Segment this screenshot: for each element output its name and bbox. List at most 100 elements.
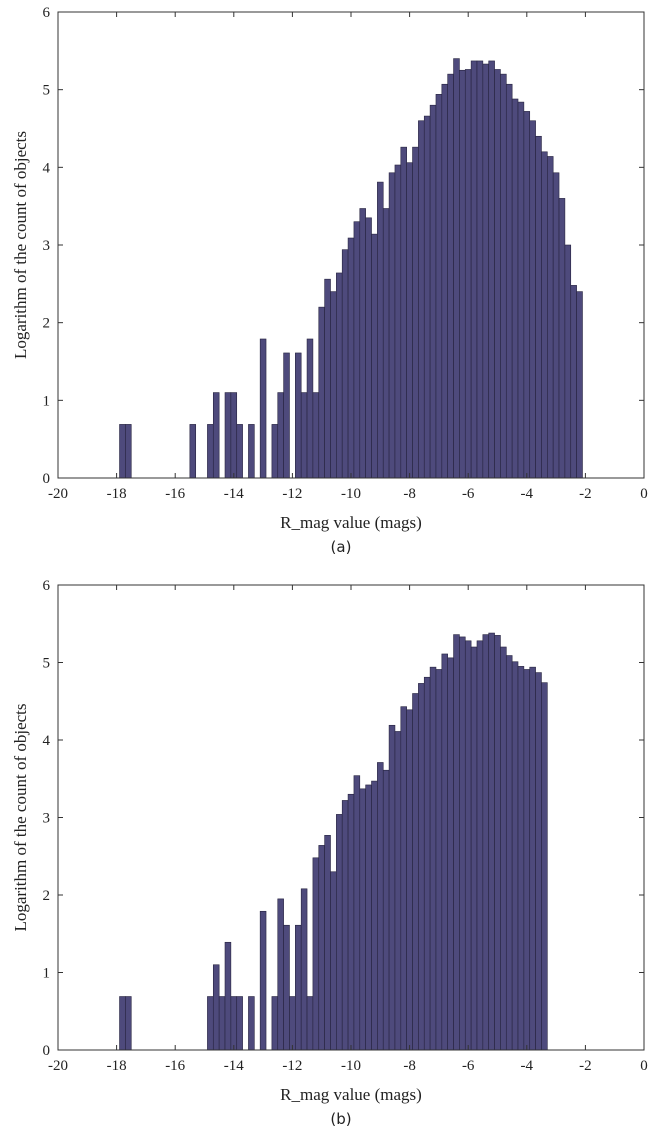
y-tick-label: 0 — [43, 471, 51, 487]
histogram-bar — [359, 788, 366, 1051]
y-tick-label: 2 — [43, 888, 51, 904]
histogram-bar — [283, 924, 290, 1051]
histogram-bar — [300, 888, 308, 1051]
histogram-bar — [429, 104, 437, 479]
histogram-bar — [464, 640, 472, 1051]
histogram-bar — [218, 996, 226, 1051]
x-tick-label: -2 — [579, 1058, 592, 1074]
x-tick-label: -12 — [282, 1058, 302, 1074]
histogram-bar — [189, 424, 197, 479]
histogram-bar — [289, 996, 296, 1051]
x-axis-label: R_mag value (mags) — [280, 513, 422, 532]
histogram-bar — [312, 392, 320, 479]
histogram-bar — [500, 73, 507, 479]
histogram-bar — [564, 244, 572, 479]
histogram-bar — [523, 669, 531, 1051]
histogram-bar — [306, 996, 314, 1051]
histogram-bar — [300, 392, 308, 479]
y-tick-label: 4 — [43, 160, 51, 176]
histogram-bar — [377, 181, 384, 479]
histogram-bar — [406, 162, 413, 479]
histogram-bar — [341, 249, 349, 479]
histogram-bar — [476, 60, 484, 479]
histogram-bar — [476, 640, 484, 1051]
x-tick-label: -20 — [48, 486, 68, 502]
histogram-bar — [365, 217, 372, 479]
x-tick-label: -6 — [462, 1058, 475, 1074]
histogram-bar — [529, 666, 536, 1051]
histogram-panel-b: -20 -18 -16 -14 -12 -10 -8 -6 -4 -2 00123456R_mag … — [11, 578, 648, 1128]
histogram-bar — [377, 762, 384, 1051]
y-tick-label: 5 — [43, 83, 51, 99]
histogram-bar — [529, 120, 536, 479]
x-tick-label: -14 — [224, 1058, 244, 1074]
panel-caption: (a) — [331, 538, 352, 556]
histogram-bar — [224, 941, 232, 1051]
histogram-bar — [541, 682, 548, 1051]
histogram-bar — [435, 94, 443, 479]
histogram-bar — [418, 120, 425, 479]
x-tick-label: -16 — [165, 1058, 185, 1074]
y-tick-label: 3 — [43, 238, 51, 254]
histogram-bar — [295, 924, 302, 1051]
histogram-bar — [400, 146, 407, 479]
histogram-bar — [535, 135, 542, 479]
x-tick-label: -20 — [48, 1058, 68, 1074]
x-tick-label: -12 — [282, 486, 302, 502]
histogram-bar — [447, 73, 454, 479]
histogram-bar — [248, 996, 255, 1051]
histogram-bar — [570, 285, 577, 479]
histogram-bar — [441, 653, 448, 1051]
x-tick-label: -18 — [107, 1058, 127, 1074]
x-tick-label: -10 — [341, 486, 361, 502]
histogram-bar — [423, 676, 431, 1051]
histogram-bar — [318, 306, 325, 479]
histogram-bar — [236, 996, 243, 1051]
histogram-bar — [306, 338, 314, 479]
y-tick-label: 6 — [43, 578, 51, 594]
y-axis-label: Logarithm of the count of objects — [11, 131, 30, 359]
histogram-bar — [271, 424, 279, 479]
histogram-bar — [423, 115, 431, 479]
histogram-bar — [324, 278, 331, 479]
y-axis-label: Logarithm of the count of objects — [11, 703, 30, 931]
histogram-bar — [336, 272, 343, 479]
histogram-bar — [511, 98, 519, 479]
histogram-bar — [394, 731, 402, 1051]
histogram-bar — [382, 769, 390, 1051]
histogram-bar — [552, 172, 560, 479]
histogram-bar — [482, 63, 490, 479]
histogram-bar — [470, 646, 478, 1051]
x-axis-label: R_mag value (mags) — [280, 1085, 422, 1104]
y-tick-label: 6 — [43, 5, 51, 21]
histogram-bar — [125, 424, 132, 479]
histogram-bar — [511, 661, 519, 1051]
x-tick-label: -14 — [224, 486, 244, 502]
histogram-bar — [353, 775, 361, 1051]
histogram-bar — [547, 156, 554, 479]
histogram-bar — [470, 60, 478, 479]
x-tick-label: -8 — [403, 486, 416, 502]
y-tick-label: 3 — [43, 811, 51, 827]
histogram-bar — [558, 198, 566, 479]
histogram-bar — [464, 69, 472, 479]
x-tick-label: 0 — [640, 486, 648, 502]
x-tick-label: -4 — [521, 1058, 534, 1074]
histogram-bar — [119, 996, 126, 1051]
histogram-bar — [371, 233, 378, 479]
histogram-bar — [277, 898, 284, 1051]
histogram-bar — [259, 338, 267, 479]
histogram-bar — [517, 101, 525, 479]
x-tick-label: -6 — [462, 486, 475, 502]
histogram-bar — [394, 164, 402, 479]
histogram-bar — [412, 146, 419, 479]
x-tick-label: -18 — [107, 486, 127, 502]
histogram-bar — [212, 964, 220, 1051]
histogram-bar — [236, 424, 243, 479]
histogram-bar — [230, 392, 238, 479]
y-tick-label: 0 — [43, 1043, 51, 1059]
histogram-bar — [207, 424, 214, 479]
histogram-bar — [488, 60, 495, 479]
histogram-bar — [312, 857, 320, 1051]
histogram-bar — [482, 634, 490, 1051]
